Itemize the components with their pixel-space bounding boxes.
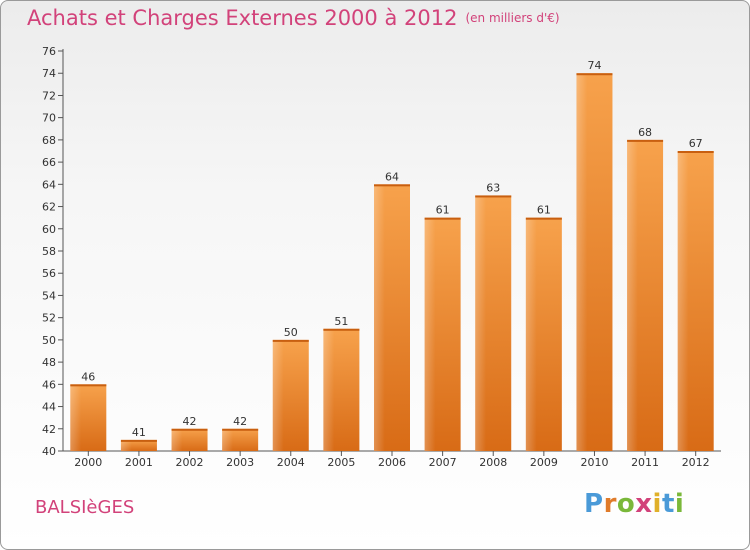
bar-value-label: 50 (284, 326, 298, 339)
bar-highlight (475, 195, 512, 451)
bar-highlight (677, 151, 714, 451)
y-tick-label: 60 (42, 223, 56, 236)
bar-value-label: 67 (689, 137, 703, 150)
chart-title: Achats et Charges Externes 2000 à 2012 (e… (27, 6, 560, 30)
y-tick-label: 52 (42, 312, 56, 325)
y-tick-label: 44 (42, 401, 56, 414)
logo-letter: i (652, 489, 662, 519)
y-tick-label: 46 (42, 378, 56, 391)
y-tick-label: 74 (42, 67, 56, 80)
bar-top-edge (272, 339, 309, 342)
y-tick-label: 56 (42, 267, 56, 280)
y-tick-label: 50 (42, 334, 56, 347)
proxiti-logo: Proxiti (584, 489, 684, 519)
place-name: BALSIèGES (35, 497, 135, 518)
bar-highlight (627, 139, 664, 451)
logo-letter: x (635, 489, 653, 519)
bar-top-edge (222, 428, 259, 431)
y-tick-label: 68 (42, 134, 56, 147)
bar-top-edge (374, 184, 410, 187)
x-tick-label: 2002 (176, 456, 204, 469)
bar-top-edge (323, 328, 360, 331)
x-tick-label: 2007 (429, 456, 457, 469)
bar-top-edge (576, 73, 613, 76)
bar-highlight (525, 217, 562, 451)
bar-highlight (424, 217, 461, 451)
bar-highlight (272, 339, 309, 451)
logo-letter: i (674, 489, 685, 519)
x-tick-label: 2000 (74, 456, 102, 469)
bar-value-label: 68 (638, 126, 652, 139)
chart-bars (70, 73, 714, 452)
y-tick-label: 62 (42, 201, 56, 214)
bar-highlight (120, 439, 157, 451)
bar-value-label: 41 (132, 426, 146, 439)
bar-top-edge (475, 195, 512, 198)
y-tick-label: 42 (42, 423, 56, 436)
y-tick-label: 54 (42, 289, 56, 302)
bar-value-label: 42 (183, 415, 197, 428)
bar-top-edge (525, 217, 562, 220)
logo-letter: r (603, 489, 617, 519)
x-tick-label: 2001 (125, 456, 153, 469)
chart-value-labels: 46 41 42 42 50 51 64 61 63 61 74 68 67 (81, 59, 702, 439)
bar-value-label: 74 (587, 59, 601, 72)
bar-value-label: 61 (436, 204, 450, 217)
bar-top-edge (677, 151, 714, 153)
logo-letter: P (584, 489, 604, 519)
bar-value-label: 63 (486, 181, 500, 194)
chart-subtitle: (en milliers d'€) (465, 11, 560, 25)
bar-value-label: 61 (537, 204, 551, 217)
logo-letter: t (661, 489, 675, 519)
x-tick-label: 2003 (226, 456, 254, 469)
y-tick-label: 40 (42, 445, 56, 458)
x-tick-label: 2008 (479, 456, 507, 469)
logo-letter: o (616, 489, 636, 519)
chart-title-text: Achats et Charges Externes 2000 à 2012 (27, 6, 458, 30)
bar-top-edge (627, 139, 664, 142)
bar-top-edge (171, 428, 208, 431)
x-tick-label: 2004 (277, 456, 305, 469)
bar-top-edge (120, 439, 157, 442)
x-tick-label: 2009 (530, 456, 558, 469)
bar-highlight (374, 184, 410, 452)
y-tick-label: 48 (42, 356, 56, 369)
bar-highlight (171, 428, 208, 451)
x-tick-label: 2005 (327, 456, 355, 469)
bar-value-label: 51 (334, 315, 348, 328)
bar-highlight (70, 384, 107, 451)
x-tick-label: 2010 (580, 456, 608, 469)
bar-top-edge (70, 384, 107, 387)
y-tick-label: 76 (42, 45, 56, 58)
bar-value-label: 64 (385, 170, 399, 183)
y-tick-label: 66 (42, 156, 56, 169)
y-tick-label: 64 (42, 178, 56, 191)
x-tick-label: 2006 (378, 456, 406, 469)
bar-highlight (222, 428, 259, 451)
bar-value-label: 42 (233, 415, 247, 428)
chart-axes: 40 42 44 46 48 50 52 54 56 58 60 62 64 66 68 70 72 74 76 20… (42, 45, 721, 469)
y-tick-label: 58 (42, 245, 56, 258)
bar-highlight (576, 73, 613, 451)
bar-highlight (323, 328, 360, 451)
y-tick-label: 70 (42, 112, 56, 125)
bar-top-edge (424, 217, 461, 220)
x-tick-label: 2011 (631, 456, 659, 469)
y-tick-label: 72 (42, 89, 56, 102)
x-tick-label: 2012 (682, 456, 710, 469)
bar-value-label: 46 (81, 370, 95, 383)
